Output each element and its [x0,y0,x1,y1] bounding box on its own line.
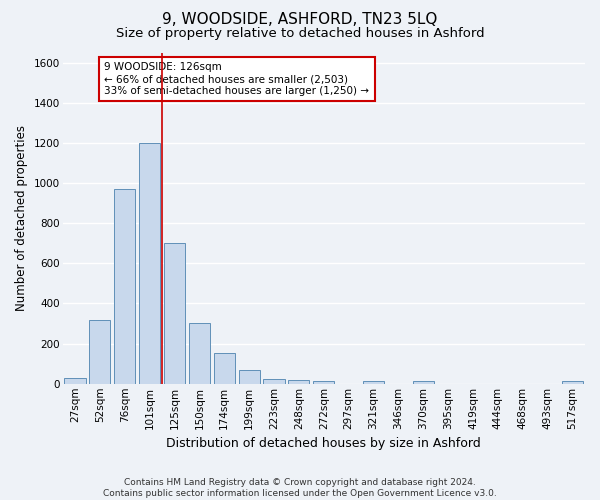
Text: Contains HM Land Registry data © Crown copyright and database right 2024.
Contai: Contains HM Land Registry data © Crown c… [103,478,497,498]
Bar [189,322,210,384]
Bar [64,378,86,384]
Bar [313,381,334,384]
Text: 9 WOODSIDE: 126sqm
← 66% of detached houses are smaller (2,503)
33% of semi-deta: 9 WOODSIDE: 126sqm ← 66% of detached hou… [104,62,370,96]
Bar [239,370,260,384]
Bar [263,378,284,384]
Bar [289,380,310,384]
Bar [164,243,185,384]
Bar [114,189,136,384]
Bar [363,381,384,384]
Bar [89,320,110,384]
Bar [413,381,434,384]
Bar [214,352,235,384]
Bar [562,381,583,384]
Text: Size of property relative to detached houses in Ashford: Size of property relative to detached ho… [116,28,484,40]
Y-axis label: Number of detached properties: Number of detached properties [15,125,28,311]
X-axis label: Distribution of detached houses by size in Ashford: Distribution of detached houses by size … [166,437,481,450]
Bar [139,143,160,384]
Text: 9, WOODSIDE, ASHFORD, TN23 5LQ: 9, WOODSIDE, ASHFORD, TN23 5LQ [163,12,437,28]
